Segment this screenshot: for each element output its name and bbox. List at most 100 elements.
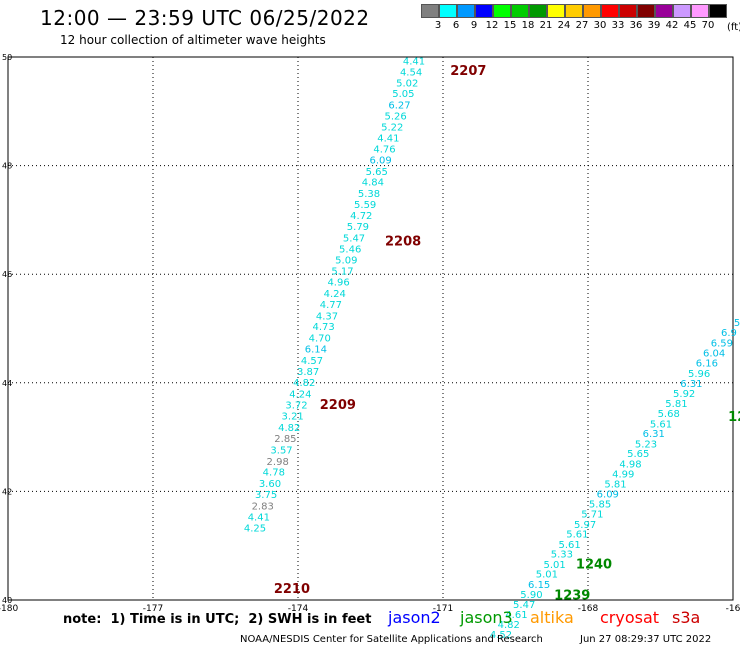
wave-height-obs: 4.76 — [373, 145, 395, 156]
wave-height-obs: 3.60 — [259, 479, 281, 490]
wave-height-obs: 4.24 — [324, 289, 346, 300]
wave-height-obs: 4.84 — [362, 178, 384, 189]
wave-height-obs: 5.61 — [558, 540, 580, 551]
legend-swatch — [673, 4, 691, 18]
legend-labels: 3 6 9 12 15 18 21 24 27 30 33 36 39 42 45 70 — [421, 18, 727, 32]
legend-swatch — [457, 4, 475, 18]
pass-label: 1240 — [576, 558, 612, 573]
pass-label: 2209 — [320, 398, 356, 413]
wave-height-obs: 5.22 — [381, 122, 403, 133]
wave-height-obs: 6.31 — [680, 379, 702, 390]
wave-height-obs: 3.75 — [255, 490, 277, 501]
legend-label: 36 — [629, 20, 643, 31]
wave-height-obs: 5.61 — [650, 419, 672, 430]
satellite-jason2: jason2 — [388, 608, 441, 627]
satellite-jason3: jason3 — [460, 608, 513, 627]
wave-height-obs: 2.98 — [267, 457, 289, 468]
legend-swatch — [637, 4, 655, 18]
wave-height-obs: 4.99 — [612, 469, 634, 480]
wave-height-obs: 6.09 — [370, 155, 392, 166]
wave-height-obs: 5.01 — [536, 570, 558, 581]
legend-label: 3 — [434, 20, 442, 31]
wave-height-obs: 6.16 — [696, 359, 718, 370]
wave-height-obs: 6.31 — [643, 429, 665, 440]
legend-label: 18 — [521, 20, 535, 31]
wave-height-obs: 5.01 — [544, 560, 566, 571]
wave-height-obs: 4.54 — [400, 67, 422, 78]
wave-height-obs: 6.59 — [711, 338, 733, 349]
legend-label: 21 — [539, 20, 553, 31]
legend-swatches — [421, 4, 727, 18]
legend-swatch — [565, 4, 583, 18]
wave-height-obs: 5.79 — [347, 222, 369, 233]
legend-label: 33 — [611, 20, 625, 31]
wave-height-obs: 5.09 — [335, 255, 357, 266]
wave-height-obs: 4.41 — [248, 513, 270, 524]
wave-height-obs: 4.77 — [320, 300, 342, 311]
wave-height-obs: 5.92 — [673, 389, 695, 400]
wave-height-obs: 3.21 — [282, 412, 304, 423]
pass-label: 2210 — [274, 582, 310, 597]
satellite-s3a: s3a — [672, 608, 701, 627]
legend-label: 15 — [503, 20, 517, 31]
footer-note: note: 1) Time is in UTC; 2) SWH is in fe… — [63, 612, 372, 627]
x-tick-label: -171 — [433, 604, 453, 614]
wave-height-obs: 5.59 — [354, 200, 376, 211]
wave-height-obs: 5.23 — [635, 439, 657, 450]
wave-height-obs: 5.26 — [384, 111, 406, 122]
wave-height-obs: 4.61 — [505, 610, 527, 621]
legend-swatch — [439, 4, 457, 18]
y-tick-label: 46 — [2, 270, 12, 279]
x-tick-label: -174 — [288, 604, 309, 614]
wave-height-obs: 5.85 — [589, 500, 611, 511]
wave-height-obs: 6.27 — [388, 101, 410, 112]
legend-label: 24 — [557, 20, 571, 31]
wave-height-obs: 5.90 — [520, 590, 542, 601]
wave-height-obs: 4.24 — [289, 389, 311, 400]
wave-height-obs: 6.9 — [721, 328, 737, 339]
wave-height-obs: 5.61 — [566, 530, 588, 541]
pass-label: 2208 — [385, 234, 421, 249]
map-subtitle: 12 hour collection of altimeter wave hei… — [60, 33, 326, 47]
y-tick-label: 50 — [2, 53, 12, 62]
pass-label: 1239 — [554, 588, 590, 603]
legend-swatch — [511, 4, 529, 18]
wave-height-obs: 5.46 — [339, 244, 361, 255]
legend-label: 39 — [647, 20, 661, 31]
wave-height-obs: 4.70 — [309, 334, 331, 345]
x-tick-label: -16 — [726, 604, 740, 614]
wave-height-obs: 5.97 — [574, 520, 596, 531]
y-tick-label: 44 — [2, 379, 12, 388]
wave-height-obs: 3.57 — [270, 445, 292, 456]
legend-swatch — [619, 4, 637, 18]
legend-swatch — [709, 4, 727, 18]
legend-label: 12 — [485, 20, 499, 31]
x-tick-label: -177 — [143, 604, 163, 614]
legend-label: 45 — [683, 20, 697, 31]
legend-label: 9 — [470, 20, 478, 31]
wave-height-obs: 4.41 — [377, 134, 399, 145]
wave-height-obs: 5.81 — [665, 399, 687, 410]
legend-swatch — [421, 4, 439, 18]
legend-swatch — [493, 4, 511, 18]
wave-height-obs: 3.72 — [285, 400, 307, 411]
wave-height-obs: 5.02 — [396, 78, 418, 89]
wave-height-obs: 2.85 — [274, 434, 296, 445]
map-title: 12:00 — 23:59 UTC 06/25/2022 — [40, 6, 370, 30]
y-tick-label: 42 — [2, 487, 12, 496]
wave-height-obs: 5 — [734, 318, 740, 329]
wave-height-obs: 4.41 — [403, 57, 425, 68]
wave-height-obs: 5.38 — [358, 189, 380, 200]
wave-height-obs: 4.72 — [350, 211, 372, 222]
legend-label: 42 — [665, 20, 679, 31]
legend-unit: (ft) — [727, 22, 740, 33]
footer-timestamp: Jun 27 08:29:37 UTC 2022 — [580, 634, 712, 645]
wave-height-obs: 5.47 — [513, 600, 535, 611]
wave-height-obs: 4.82 — [278, 423, 300, 434]
wave-height-obs: 4.57 — [301, 356, 323, 367]
wave-height-obs: 5.33 — [551, 550, 573, 561]
legend-swatch — [601, 4, 619, 18]
satellite-cryosat: cryosat — [600, 608, 660, 627]
